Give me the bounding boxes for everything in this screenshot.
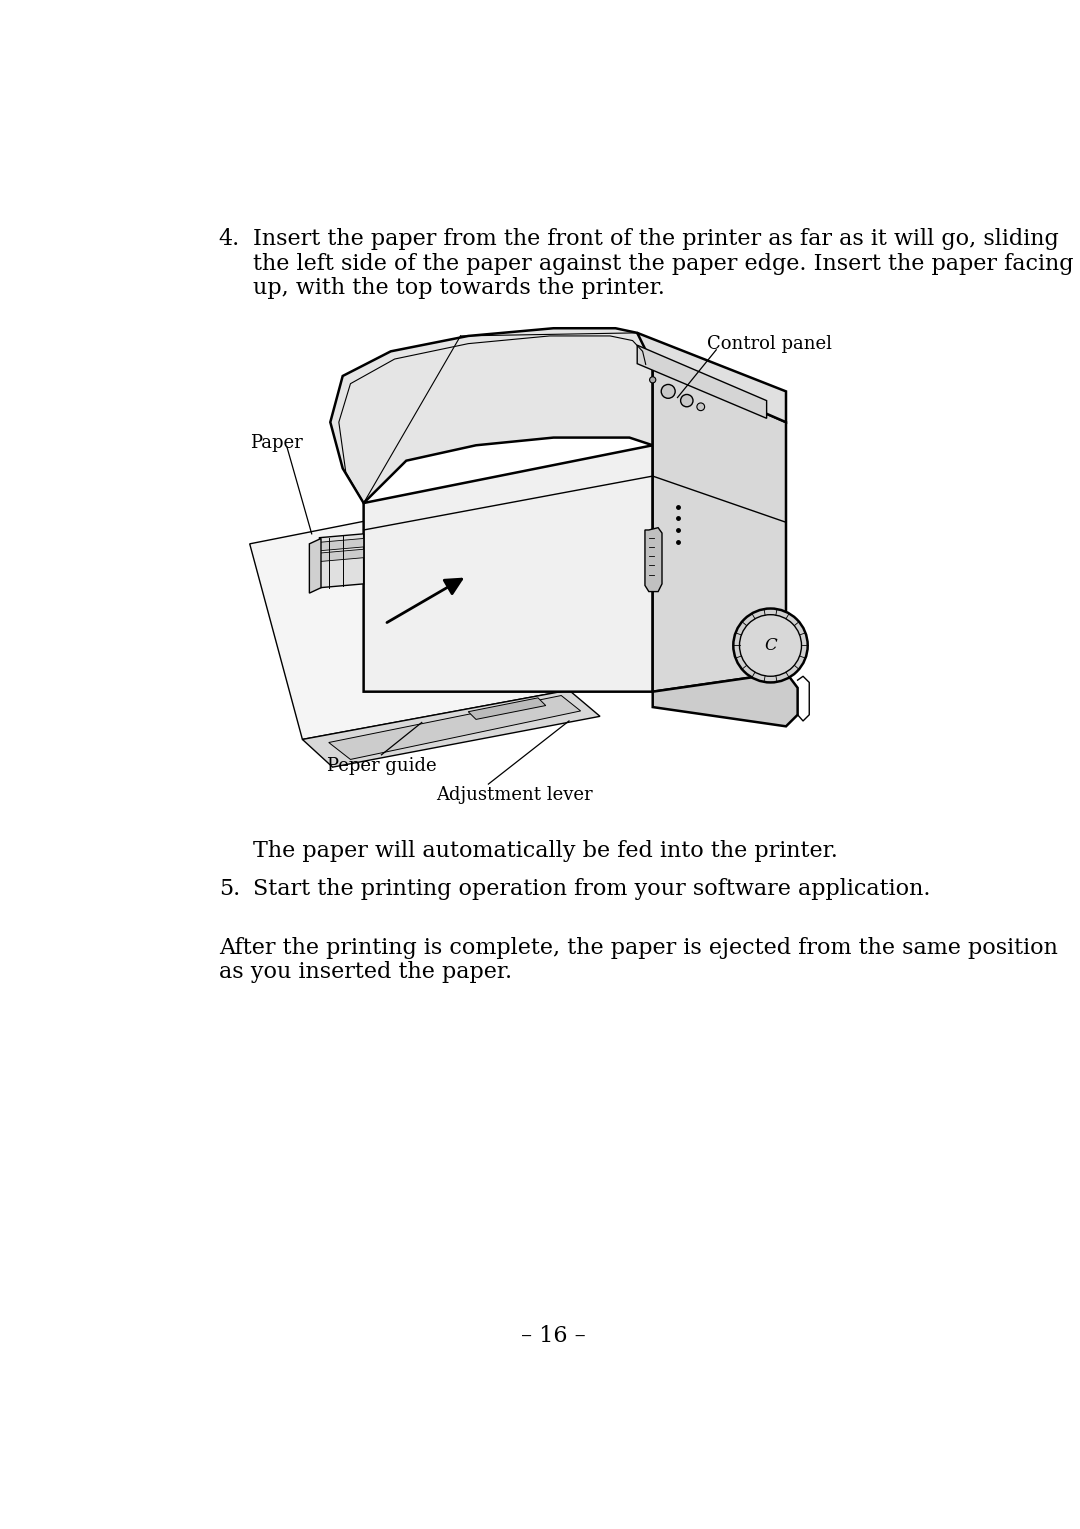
Polygon shape xyxy=(328,696,581,760)
Polygon shape xyxy=(652,364,786,691)
Polygon shape xyxy=(320,538,364,550)
Text: After the printing is complete, the paper is ejected from the same position: After the printing is complete, the pape… xyxy=(218,937,1057,959)
Polygon shape xyxy=(645,528,662,592)
Text: Peper guide: Peper guide xyxy=(327,757,436,775)
Circle shape xyxy=(680,394,693,407)
Text: C: C xyxy=(765,638,777,654)
Text: up, with the top towards the printer.: up, with the top towards the printer. xyxy=(253,277,664,300)
Polygon shape xyxy=(302,690,600,768)
Circle shape xyxy=(697,404,704,411)
Polygon shape xyxy=(330,329,652,503)
Text: Adjustment lever: Adjustment lever xyxy=(435,786,592,804)
Polygon shape xyxy=(364,445,652,691)
Text: Control panel: Control panel xyxy=(707,335,832,353)
Polygon shape xyxy=(637,333,786,422)
Text: – 16 –: – 16 – xyxy=(522,1324,585,1347)
Circle shape xyxy=(661,384,675,399)
Polygon shape xyxy=(309,538,321,593)
Circle shape xyxy=(649,376,656,382)
Circle shape xyxy=(740,615,801,676)
Text: Insert the paper from the front of the printer as far as it will go, sliding: Insert the paper from the front of the p… xyxy=(253,228,1058,251)
Text: Start the printing operation from your software application.: Start the printing operation from your s… xyxy=(253,878,930,901)
Text: Paper: Paper xyxy=(249,434,302,451)
Text: 4.: 4. xyxy=(218,228,240,251)
Polygon shape xyxy=(320,534,364,587)
Polygon shape xyxy=(249,491,569,740)
Polygon shape xyxy=(469,697,545,720)
Text: The paper will automatically be fed into the printer.: The paper will automatically be fed into… xyxy=(253,839,838,861)
Polygon shape xyxy=(320,549,364,561)
Text: as you inserted the paper.: as you inserted the paper. xyxy=(218,962,512,983)
Text: 5.: 5. xyxy=(218,878,240,901)
Polygon shape xyxy=(637,346,767,419)
Circle shape xyxy=(733,609,808,682)
Polygon shape xyxy=(652,673,798,726)
Text: the left side of the paper against the paper edge. Insert the paper facing: the left side of the paper against the p… xyxy=(253,252,1074,275)
